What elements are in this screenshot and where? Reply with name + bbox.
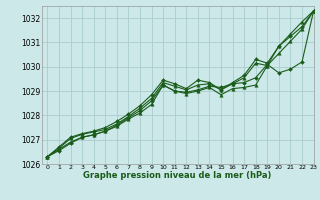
X-axis label: Graphe pression niveau de la mer (hPa): Graphe pression niveau de la mer (hPa)	[84, 171, 272, 180]
